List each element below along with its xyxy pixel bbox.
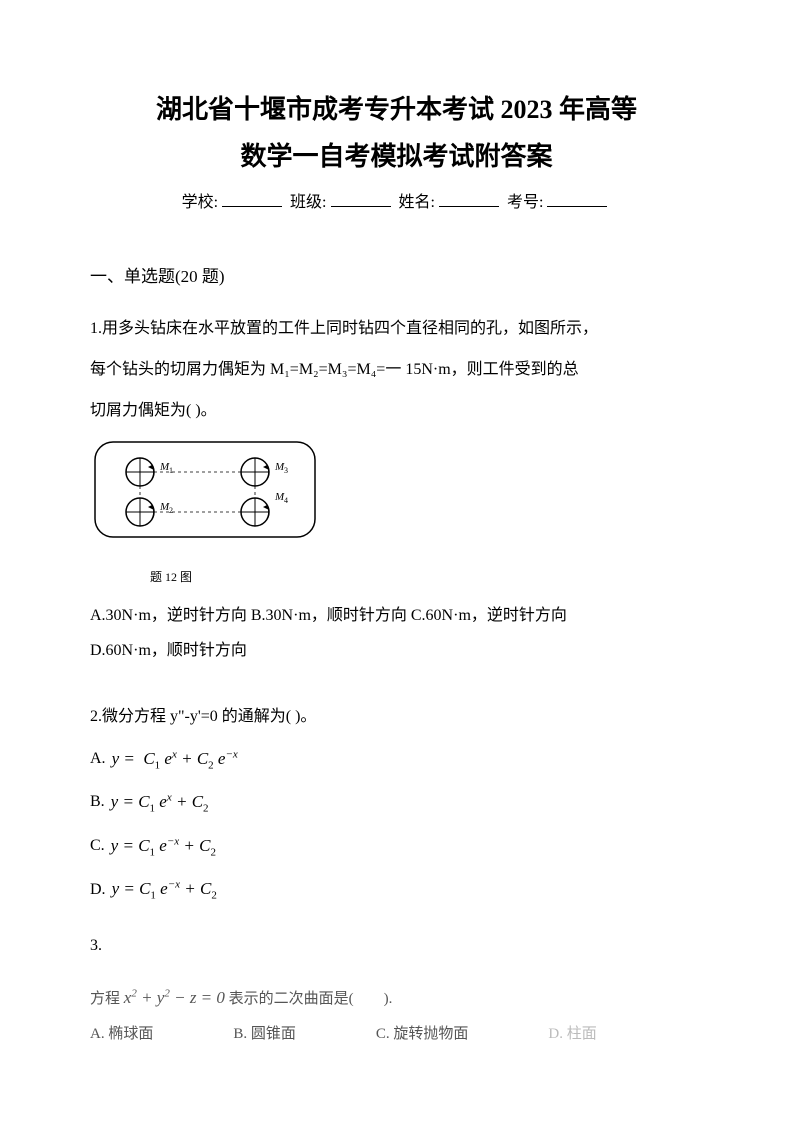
q1-options-line1: A.30N·m，逆时针方向 B.30N·m，顺时针方向 C.60N·m，逆时针方… [90,598,703,633]
q2-optD-formula: y = C1 e−x + C2 [112,870,217,908]
examno-label: 考号: [507,194,543,211]
q2-optC-formula: y = C1 e−x + C2 [111,827,216,865]
q3-optA: A. 椭球面 [90,1018,153,1051]
title-line2: 数学一自考模拟考试附答案 [90,137,703,176]
examno-blank[interactable] [547,206,607,207]
school-label: 学校: [182,194,218,211]
q2-text: 2.微分方程 y"-y'=0 的通解为( )。 [90,699,703,734]
q1-options-line2: D.60N·m，顺时针方向 [90,633,703,668]
q3-optB: B. 圆锥面 [233,1018,296,1051]
q2-optB-formula: y = C1 ex + C2 [111,783,209,821]
question-1: 1.用多头钻床在水平放置的工件上同时钻四个直径相同的孔，如图所示， 每个钻头的切… [90,311,703,669]
q2-optB-label: B. [90,784,105,819]
form-line: 学校: 班级: 姓名: 考号: [90,188,703,212]
q3-optD: D. 柱面 [548,1018,596,1051]
name-blank[interactable] [439,206,499,207]
q2-optA-label: A. [90,741,106,776]
svg-text:3: 3 [284,466,288,475]
q2-optA-formula: y = C1 ex + C2 e−x [112,740,238,778]
q2-optC-label: C. [90,828,105,863]
svg-text:1: 1 [169,466,173,475]
section1-header: 一、单选题(20 题) [90,262,703,287]
name-label: 姓名: [399,194,435,211]
class-label: 班级: [290,194,326,211]
q2-optC: C. y = C1 e−x + C2 [90,827,703,865]
q3-options: A. 椭球面 B. 圆锥面 C. 旋转抛物面 D. 柱面 [90,1018,703,1051]
q1-line3: 切屑力偶矩为( )。 [90,393,703,428]
q2-optA: A. y = C1 ex + C2 e−x [90,740,703,778]
q3-text: 方程 x2 + y2 − z = 0 表示的二次曲面是( ). [90,983,703,1014]
q1-line2: 每个钻头的切屑力偶矩为 M₁=M₂=M₃=M₄=一 15N·m，则工件受到的总 [90,352,703,387]
q1-diagram-caption: 题 12 图 [150,564,703,590]
class-blank[interactable] [331,206,391,207]
question-2: 2.微分方程 y"-y'=0 的通解为( )。 A. y = C1 ex + C… [90,699,703,909]
title-line1: 湖北省十堰市成考专升本考试 2023 年高等 [90,90,703,129]
q2-optB: B. y = C1 ex + C2 [90,783,703,821]
q3-optC: C. 旋转抛物面 [376,1018,469,1051]
q3-number: 3. [90,928,703,963]
q2-optD: D. y = C1 e−x + C2 [90,870,703,908]
svg-text:2: 2 [169,506,173,515]
svg-text:4: 4 [284,496,288,505]
q2-optD-label: D. [90,872,106,907]
q1-diagram: M 1 M 2 M 3 M 4 [90,437,703,560]
question-3: 3. 方程 x2 + y2 − z = 0 表示的二次曲面是( ). A. 椭球… [90,928,703,1051]
q1-line1: 1.用多头钻床在水平放置的工件上同时钻四个直径相同的孔，如图所示， [90,311,703,346]
school-blank[interactable] [222,206,282,207]
